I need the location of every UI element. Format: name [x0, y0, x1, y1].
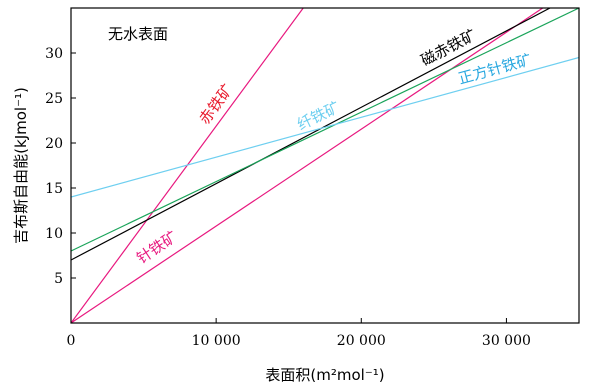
series-line-5 [71, 56, 579, 198]
y-tick-label: 15 [45, 181, 63, 197]
y-tick-label: 25 [45, 91, 63, 107]
series-label: 赤铁矿 [196, 81, 237, 128]
y-tick-label: 20 [45, 136, 63, 152]
annotation-title: 无水表面 [108, 25, 168, 43]
x-axis-title: 表面积(m²mol⁻¹) [265, 366, 384, 384]
y-tick-label: 5 [54, 271, 63, 287]
series-label: 正方针铁矿 [456, 51, 533, 88]
series-group [71, 8, 579, 323]
x-tick-label: 30 000 [482, 333, 531, 349]
series-line-4 [71, 8, 579, 252]
y-tick-label: 10 [45, 226, 63, 242]
y-axis-title: 吉布斯自由能(kJmol⁻¹) [12, 87, 30, 244]
plot-frame [70, 7, 580, 324]
series-label: 针铁矿 [133, 228, 180, 268]
x-tick-label: 20 000 [337, 333, 386, 349]
series-label: 磁赤铁矿 [418, 26, 479, 70]
x-tick-label: 0 [67, 333, 76, 349]
x-tick-label: 10 000 [192, 333, 241, 349]
y-tick-label: 30 [45, 46, 63, 62]
series-line-3 [71, 8, 551, 261]
series-line-2 [71, 8, 544, 323]
